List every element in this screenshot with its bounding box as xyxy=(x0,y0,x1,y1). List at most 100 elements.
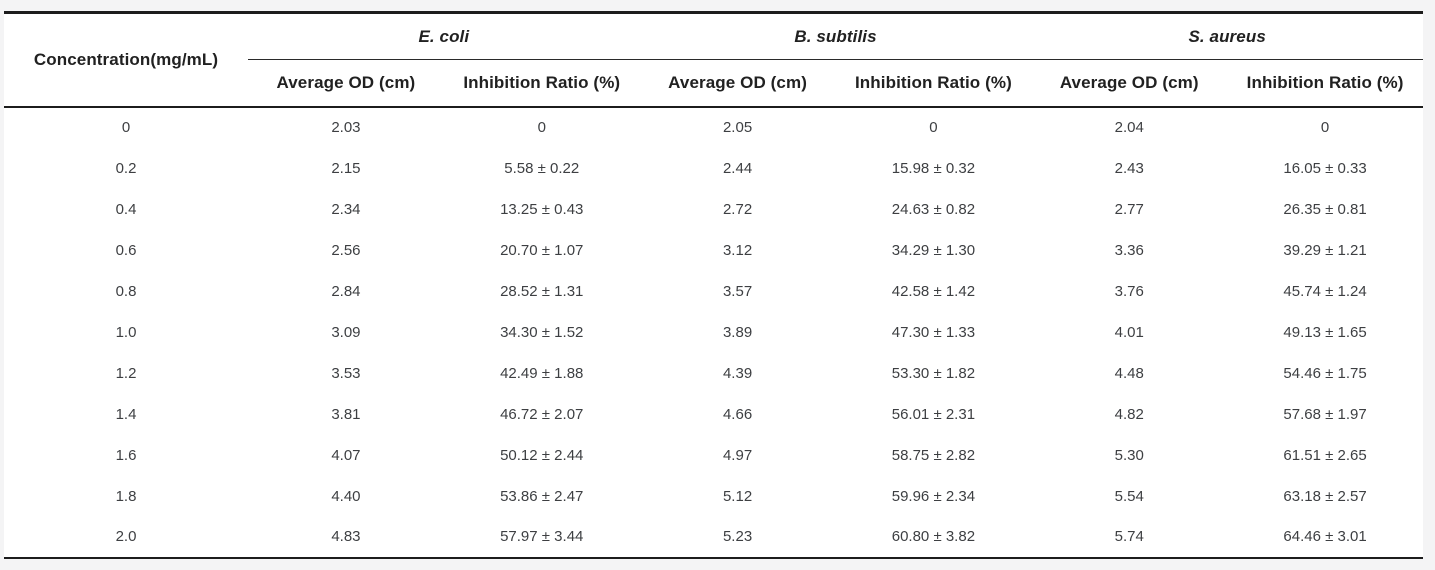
subheader-row: Average OD (cm) Inhibition Ratio (%) Ave… xyxy=(4,59,1423,108)
saureus-inhibition-header: Inhibition Ratio (%) xyxy=(1227,59,1423,108)
concentration-column-header: Concentration(mg/mL) xyxy=(4,12,248,108)
table-header: Concentration(mg/mL) E. coli B. subtilis… xyxy=(4,12,1423,108)
saureus-avg-od-cell: 2.77 xyxy=(1114,200,1144,218)
saureus-inhibition-cell: 0 xyxy=(1320,119,1330,136)
concentration-cell: 1.2 xyxy=(115,364,137,382)
ecoli-avg-od-cell: 2.15 xyxy=(331,159,361,177)
ecoli-avg-od-cell: 3.81 xyxy=(331,405,361,423)
saureus-avg-od-cell: 5.54 xyxy=(1114,487,1144,505)
concentration-cell: 0.2 xyxy=(115,159,137,177)
ecoli-avg-od-cell: 2.34 xyxy=(331,200,361,218)
ecoli-inhibition-cell: 50.12 ± 2.44 xyxy=(500,446,584,464)
concentration-cell: 1.8 xyxy=(115,487,137,505)
saureus-inhibition-cell: 49.13 ± 1.65 xyxy=(1283,323,1367,341)
saureus-inhibition-cell: 16.05 ± 0.33 xyxy=(1283,159,1367,177)
species-header-ecoli: E. coli xyxy=(248,12,640,60)
bsubtilis-inhibition-cell: 60.80 ± 3.82 xyxy=(891,528,976,545)
table-row: 1.8 4.40 53.86 ± 2.47 5.12 59.96 ± 2.34 … xyxy=(4,476,1423,517)
saureus-avg-od-cell: 3.36 xyxy=(1114,241,1144,259)
saureus-inhibition-cell: 64.46 ± 3.01 xyxy=(1283,528,1367,545)
ecoli-inhibition-cell: 28.52 ± 1.31 xyxy=(500,282,584,300)
concentration-cell: 1.4 xyxy=(115,405,137,423)
ecoli-avg-od-header: Average OD (cm) xyxy=(248,59,444,108)
saureus-avg-od-header: Average OD (cm) xyxy=(1031,59,1228,108)
table-row: 1.0 3.09 34.30 ± 1.52 3.89 47.30 ± 1.33 … xyxy=(4,312,1423,353)
saureus-avg-od-cell: 4.82 xyxy=(1114,405,1144,423)
ecoli-avg-od-cell: 4.40 xyxy=(331,487,361,505)
table-row: 1.6 4.07 50.12 ± 2.44 4.97 58.75 ± 2.82 … xyxy=(4,435,1423,476)
table-row: 0.6 2.56 20.70 ± 1.07 3.12 34.29 ± 1.30 … xyxy=(4,230,1423,271)
saureus-inhibition-cell: 45.74 ± 1.24 xyxy=(1283,282,1367,300)
results-table-container: Concentration(mg/mL) E. coli B. subtilis… xyxy=(4,11,1423,559)
concentration-cell: 0 xyxy=(121,119,131,136)
saureus-avg-od-cell: 4.01 xyxy=(1114,323,1144,341)
ecoli-avg-od-cell: 2.56 xyxy=(331,241,361,259)
bsubtilis-avg-od-cell: 2.05 xyxy=(722,119,753,136)
ecoli-inhibition-cell: 42.49 ± 1.88 xyxy=(500,364,584,382)
bsubtilis-inhibition-header: Inhibition Ratio (%) xyxy=(835,59,1032,108)
table-row: 1.4 3.81 46.72 ± 2.07 4.66 56.01 ± 2.31 … xyxy=(4,394,1423,435)
ecoli-inhibition-cell: 53.86 ± 2.47 xyxy=(500,487,584,505)
bsubtilis-avg-od-cell: 4.39 xyxy=(722,364,753,382)
ecoli-inhibition-cell: 20.70 ± 1.07 xyxy=(500,241,584,259)
table-row: 0.4 2.34 13.25 ± 0.43 2.72 24.63 ± 0.82 … xyxy=(4,189,1423,230)
ecoli-inhibition-cell: 5.58 ± 0.22 xyxy=(504,159,580,177)
species-header-bsubtilis: B. subtilis xyxy=(639,12,1032,60)
ecoli-inhibition-cell: 13.25 ± 0.43 xyxy=(500,200,584,218)
table-body: 0 2.03 0 2.05 0 2.04 0 0.2 2.15 5.58 ± 0… xyxy=(4,107,1423,558)
ecoli-inhibition-cell: 57.97 ± 3.44 xyxy=(500,528,584,545)
ecoli-avg-od-cell: 3.09 xyxy=(331,323,361,341)
bsubtilis-inhibition-cell: 42.58 ± 1.42 xyxy=(891,282,976,300)
saureus-inhibition-cell: 57.68 ± 1.97 xyxy=(1283,405,1367,423)
concentration-cell: 2.0 xyxy=(115,528,137,545)
saureus-avg-od-cell: 4.48 xyxy=(1114,364,1144,382)
saureus-inhibition-cell: 54.46 ± 1.75 xyxy=(1283,364,1367,382)
ecoli-avg-od-cell: 3.53 xyxy=(331,364,361,382)
bsubtilis-inhibition-cell: 15.98 ± 0.32 xyxy=(891,159,976,177)
ecoli-inhibition-cell: 0 xyxy=(537,119,546,136)
bsubtilis-avg-od-cell: 4.66 xyxy=(722,405,753,423)
bsubtilis-inhibition-cell: 56.01 ± 2.31 xyxy=(891,405,976,423)
species-header-saureus: S. aureus xyxy=(1031,12,1423,60)
bsubtilis-avg-od-cell: 2.72 xyxy=(722,200,753,218)
table-row: 0.8 2.84 28.52 ± 1.31 3.57 42.58 ± 1.42 … xyxy=(4,271,1423,312)
saureus-avg-od-cell: 5.74 xyxy=(1114,528,1144,545)
table-row: 0.2 2.15 5.58 ± 0.22 2.44 15.98 ± 0.32 2… xyxy=(4,148,1423,189)
species-header-row: Concentration(mg/mL) E. coli B. subtilis… xyxy=(4,12,1423,108)
bsubtilis-avg-od-cell: 3.57 xyxy=(722,282,753,300)
saureus-inhibition-cell: 39.29 ± 1.21 xyxy=(1283,241,1367,259)
ecoli-avg-od-cell: 4.07 xyxy=(331,446,361,464)
saureus-avg-od-cell: 5.30 xyxy=(1114,446,1144,464)
concentration-cell: 0.6 xyxy=(115,241,137,259)
concentration-cell: 1.0 xyxy=(115,323,137,341)
bsubtilis-avg-od-cell: 3.89 xyxy=(722,323,753,341)
ecoli-avg-od-cell: 2.84 xyxy=(331,282,361,300)
bsubtilis-avg-od-cell: 2.44 xyxy=(722,159,753,177)
bsubtilis-avg-od-cell: 3.12 xyxy=(722,241,753,259)
table-row: 0 2.03 0 2.05 0 2.04 0 xyxy=(4,107,1423,148)
saureus-avg-od-cell: 2.04 xyxy=(1114,119,1144,136)
ecoli-inhibition-header: Inhibition Ratio (%) xyxy=(443,59,640,108)
concentration-cell: 1.6 xyxy=(115,446,137,464)
bsubtilis-inhibition-cell: 47.30 ± 1.33 xyxy=(891,323,976,341)
bsubtilis-avg-od-cell: 4.97 xyxy=(722,446,753,464)
table-row: 2.0 4.83 57.97 ± 3.44 5.23 60.80 ± 3.82 … xyxy=(4,517,1423,558)
saureus-avg-od-cell: 3.76 xyxy=(1114,282,1144,300)
ecoli-avg-od-cell: 4.83 xyxy=(331,528,361,545)
bsubtilis-avg-od-header: Average OD (cm) xyxy=(639,59,836,108)
saureus-inhibition-cell: 63.18 ± 2.57 xyxy=(1283,487,1367,505)
saureus-inhibition-cell: 61.51 ± 2.65 xyxy=(1283,446,1367,464)
bsubtilis-inhibition-cell: 53.30 ± 1.82 xyxy=(891,364,976,382)
bsubtilis-avg-od-cell: 5.23 xyxy=(722,528,753,545)
bsubtilis-inhibition-cell: 0 xyxy=(929,119,938,136)
ecoli-avg-od-cell: 2.03 xyxy=(331,119,361,136)
concentration-cell: 0.4 xyxy=(115,200,137,218)
table-row: 1.2 3.53 42.49 ± 1.88 4.39 53.30 ± 1.82 … xyxy=(4,353,1423,394)
bsubtilis-inhibition-cell: 34.29 ± 1.30 xyxy=(891,241,976,259)
bsubtilis-avg-od-cell: 5.12 xyxy=(722,487,753,505)
ecoli-inhibition-cell: 34.30 ± 1.52 xyxy=(500,323,584,341)
bsubtilis-inhibition-cell: 58.75 ± 2.82 xyxy=(891,446,976,464)
saureus-avg-od-cell: 2.43 xyxy=(1114,159,1144,177)
ecoli-inhibition-cell: 46.72 ± 2.07 xyxy=(500,405,584,423)
bsubtilis-inhibition-cell: 24.63 ± 0.82 xyxy=(891,200,976,218)
